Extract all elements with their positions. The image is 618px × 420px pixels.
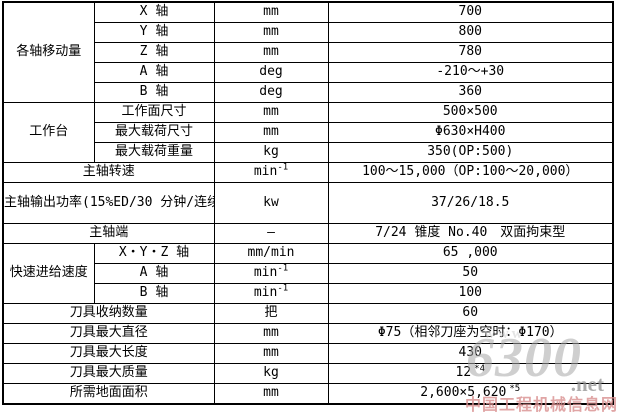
spec-unit: mm: [213, 323, 329, 344]
table-row: 主轴端 — 7/24 锥度 No.40 双面拘束型: [2, 223, 614, 244]
spec-unit: mm: [213, 1, 329, 23]
spec-value: -210～+30: [327, 62, 614, 83]
spec-value: 100～15,000（OP:100～20,000）: [327, 162, 614, 183]
spec-value: 37/26/18.5: [327, 182, 614, 224]
table-row: 所需地面面积 mm 2,600×5,620 *5: [2, 383, 614, 405]
spec-label: 主轴输出功率(15%ED/30 分钟/连续): [2, 182, 215, 224]
spec-unit: deg: [213, 62, 329, 83]
spec-label: 工作面尺寸: [93, 102, 215, 123]
table-row: Y 轴 mm 800: [3, 22, 614, 43]
spec-unit: mm: [213, 122, 329, 143]
spec-label: B 轴: [93, 82, 215, 103]
spec-label: A 轴: [93, 263, 215, 284]
spec-value: 350(OP:500): [327, 142, 614, 163]
spec-value: 50: [327, 263, 614, 284]
table-row: 刀具最大直径 mm Φ75（相邻刀座为空时：Φ170）: [2, 323, 614, 344]
spec-label: 刀具最大直径: [2, 323, 215, 344]
spec-unit: min-1: [213, 283, 329, 304]
table-row: 最大载荷尺寸 mm Φ630×H400: [3, 122, 614, 143]
spec-value: 60: [327, 303, 614, 324]
table-row: A 轴 min-1 50: [3, 263, 614, 284]
spec-unit: kw: [213, 182, 329, 224]
spec-value: 800: [327, 22, 614, 43]
spec-category: 各轴移动量: [2, 1, 95, 103]
table-row: 工作台 工作面尺寸 mm 500×500: [2, 102, 614, 163]
table-row: 快速进给速度 X・Y・Z 轴 mm/min 65 ,000: [2, 243, 614, 304]
table-row: 刀具最大质量 kg 12 *4: [2, 363, 614, 384]
spec-label: Z 轴: [93, 42, 215, 63]
spec-value: 430: [327, 343, 614, 364]
table-row: 主轴输出功率(15%ED/30 分钟/连续) kw 37/26/18.5: [2, 182, 614, 224]
spec-unit: mm: [213, 22, 329, 43]
spec-value: Φ75（相邻刀座为空时：Φ170）: [327, 323, 614, 344]
spec-label: 所需地面面积: [2, 383, 215, 405]
spec-category: 快速进给速度: [2, 243, 95, 304]
spec-label: 主轴端: [2, 223, 215, 244]
table-row: B 轴 deg 360: [3, 82, 614, 103]
spec-value: 7/24 锥度 No.40 双面拘束型: [327, 223, 614, 244]
spec-value: 780: [327, 42, 614, 63]
table-row: B 轴 min-1 100: [3, 283, 614, 304]
spec-unit: —: [213, 223, 329, 244]
spec-label: Y 轴: [93, 22, 215, 43]
spec-unit: min-1: [213, 263, 329, 284]
spec-value: 2,600×5,620 *5: [327, 383, 614, 405]
spec-unit: mm: [213, 102, 329, 123]
table-row: 刀具收纳数量 把 60: [2, 303, 614, 324]
spec-unit: kg: [213, 363, 329, 384]
spec-unit: mm: [213, 383, 329, 405]
spec-table: 各轴移动量 X 轴 mm 700 Y 轴 mm 800 Z 轴 mm 780 A…: [2, 1, 614, 405]
spec-label: B 轴: [93, 283, 215, 304]
spec-label: 刀具最大质量: [2, 363, 215, 384]
spec-label: X 轴: [93, 1, 215, 23]
spec-label: 主轴转速: [2, 162, 215, 183]
table-row: 主轴转速 min-1 100～15,000（OP:100～20,000）: [2, 162, 614, 183]
table-row: 各轴移动量 X 轴 mm 700: [2, 1, 614, 103]
spec-label: X・Y・Z 轴: [93, 243, 215, 264]
table-row: Z 轴 mm 780: [3, 42, 614, 63]
spec-value: 360: [327, 82, 614, 103]
spec-unit: mm: [213, 42, 329, 63]
spec-unit: 把: [213, 303, 329, 324]
spec-label: A 轴: [93, 62, 215, 83]
spec-label: 刀具最大长度: [2, 343, 215, 364]
spec-unit: kg: [213, 142, 329, 163]
spec-value: 500×500: [327, 102, 614, 123]
table-row: A 轴 deg -210～+30: [3, 62, 614, 83]
spec-category: 工作台: [2, 102, 95, 163]
spec-unit: min-1: [213, 162, 329, 183]
spec-value: Φ630×H400: [327, 122, 614, 143]
spec-unit: deg: [213, 82, 329, 103]
spec-value: 12 *4: [327, 363, 614, 384]
spec-label: 最大载荷尺寸: [93, 122, 215, 143]
table-row: 最大载荷重量 kg 350(OP:500): [3, 142, 614, 163]
spec-value: 65 ,000: [327, 243, 614, 264]
spec-label: 刀具收纳数量: [2, 303, 215, 324]
spec-unit: mm: [213, 343, 329, 364]
spec-label: 最大载荷重量: [93, 142, 215, 163]
spec-value: 700: [327, 1, 614, 23]
spec-unit: mm/min: [213, 243, 329, 264]
table-row: 刀具最大长度 mm 430: [2, 343, 614, 364]
spec-value: 100: [327, 283, 614, 304]
